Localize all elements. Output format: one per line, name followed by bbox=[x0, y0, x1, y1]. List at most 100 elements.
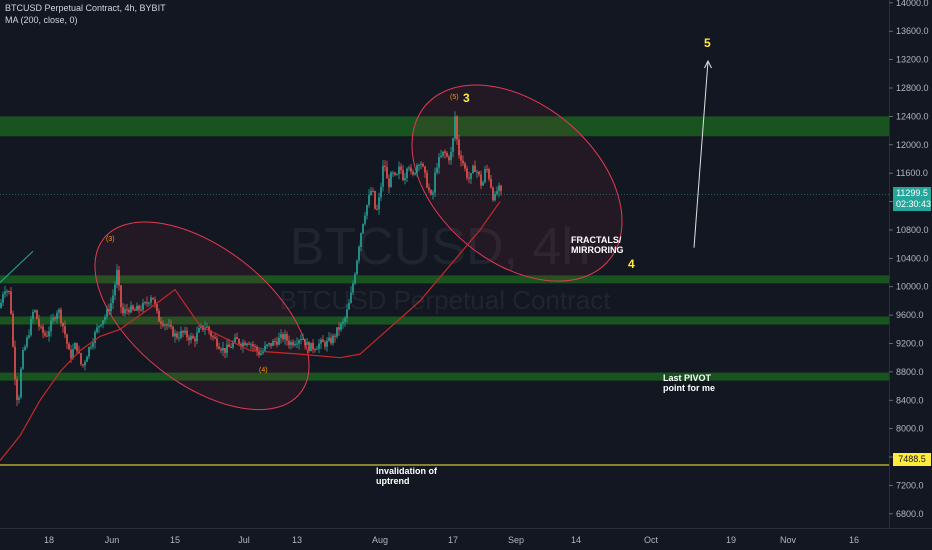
candle-body bbox=[244, 342, 246, 346]
candle-body bbox=[124, 309, 126, 314]
price-tick-label: 8800.0 bbox=[896, 367, 924, 377]
candle-body bbox=[192, 336, 194, 339]
price-tick-label: 9600.0 bbox=[896, 310, 924, 320]
wave-3-label[interactable]: 3 bbox=[463, 91, 470, 105]
current-price-tag: 11299.5 02:30:43 bbox=[893, 187, 931, 211]
candle-body bbox=[432, 192, 434, 195]
candle-body bbox=[190, 336, 192, 341]
wave-5-label[interactable]: 5 bbox=[704, 36, 711, 50]
candle-body bbox=[182, 330, 184, 333]
candle-body bbox=[174, 333, 176, 337]
fractals-annotation[interactable]: FRACTALS/ MIRRORING bbox=[571, 235, 624, 255]
wave-4-label[interactable]: 4 bbox=[628, 257, 635, 271]
candle-body bbox=[258, 350, 260, 356]
candle-body bbox=[88, 347, 90, 357]
subwave-5-label[interactable]: (5) bbox=[450, 94, 459, 101]
fractal-ellipse-1 bbox=[411, 84, 623, 282]
candle-body bbox=[318, 343, 320, 349]
candle-body bbox=[206, 326, 208, 328]
candle-body bbox=[360, 233, 362, 247]
price-tick-label: 12800.0 bbox=[896, 83, 929, 93]
candle-body bbox=[346, 309, 348, 319]
candle-body bbox=[378, 197, 380, 210]
candle-body bbox=[310, 342, 312, 352]
candle-body bbox=[194, 338, 196, 342]
ma-info[interactable]: MA (200, close, 0) bbox=[5, 15, 78, 25]
price-tick-label: 8000.0 bbox=[896, 424, 924, 434]
symbol-info[interactable]: BTCUSD Perpetual Contract, 4h, BYBIT bbox=[5, 3, 166, 13]
candle-body bbox=[352, 283, 354, 293]
candle-body bbox=[422, 163, 424, 167]
pivot-annotation[interactable]: Last PIVOT point for me bbox=[663, 373, 715, 393]
candle-body bbox=[356, 260, 358, 275]
candle-body bbox=[20, 368, 22, 398]
watermark-main: BTCUSD, 4h bbox=[290, 218, 591, 276]
candle-body bbox=[488, 169, 490, 179]
candle-body bbox=[280, 334, 282, 338]
candle-body bbox=[454, 116, 456, 139]
candle-body bbox=[246, 343, 248, 346]
candle-body bbox=[46, 335, 48, 337]
candle-body bbox=[84, 361, 86, 366]
candle-body bbox=[138, 305, 140, 310]
current-price-value: 11299.5 bbox=[896, 188, 928, 198]
candle-body bbox=[176, 333, 178, 338]
candle-body bbox=[300, 339, 302, 341]
candle-body bbox=[24, 346, 26, 351]
candle-body bbox=[322, 339, 324, 343]
candle-body bbox=[392, 172, 394, 174]
candle-body bbox=[478, 171, 480, 175]
candle-body bbox=[270, 343, 272, 346]
ma-200-line bbox=[0, 201, 501, 461]
subwave-3-label[interactable]: (3) bbox=[106, 236, 115, 243]
candle-body bbox=[8, 291, 10, 293]
candle-body bbox=[304, 339, 306, 345]
candle-body bbox=[418, 164, 420, 166]
candle-body bbox=[414, 172, 416, 175]
candle-body bbox=[148, 302, 150, 304]
candle-body bbox=[420, 163, 422, 165]
candle-body bbox=[404, 178, 406, 181]
candle-body bbox=[108, 309, 110, 312]
candle-body bbox=[416, 165, 418, 173]
candle-body bbox=[468, 177, 470, 179]
candle-body bbox=[358, 246, 360, 261]
candle-body bbox=[284, 334, 286, 340]
invalidation-annotation[interactable]: Invalidation of uptrend bbox=[376, 466, 438, 486]
candle-body bbox=[276, 341, 278, 345]
invalidation-price-tag: 7488.5 bbox=[893, 453, 931, 466]
candles bbox=[0, 111, 502, 407]
candle-body bbox=[146, 302, 148, 304]
price-tick-label: 9200.0 bbox=[896, 338, 924, 348]
subwave-4-label[interactable]: (4) bbox=[259, 367, 268, 374]
projection-arrow bbox=[693, 60, 709, 248]
candle-body bbox=[462, 160, 464, 164]
candle-body bbox=[394, 172, 396, 175]
candle-body bbox=[342, 321, 344, 324]
time-tick-label: 15 bbox=[170, 535, 180, 545]
candle-body bbox=[458, 139, 460, 156]
candle-body bbox=[336, 327, 338, 337]
candle-body bbox=[12, 313, 14, 347]
candle-body bbox=[224, 347, 226, 353]
candle-body bbox=[320, 339, 322, 344]
candle-body bbox=[82, 364, 84, 366]
invalidation-price-value: 7488.5 bbox=[898, 454, 926, 464]
candle-body bbox=[402, 169, 404, 181]
candle-body bbox=[126, 309, 128, 311]
bar-countdown: 02:30:43 bbox=[896, 199, 932, 209]
candle-body bbox=[480, 174, 482, 186]
candle-body bbox=[306, 342, 308, 345]
candle-body bbox=[0, 302, 2, 309]
candle-body bbox=[208, 326, 210, 332]
candle-body bbox=[260, 353, 262, 356]
candle-body bbox=[408, 167, 410, 169]
candle-body bbox=[134, 309, 136, 311]
candle-body bbox=[52, 317, 54, 321]
candle-body bbox=[60, 309, 62, 323]
candle-body bbox=[18, 397, 20, 400]
candle-body bbox=[456, 116, 458, 140]
candle-body bbox=[132, 305, 134, 310]
